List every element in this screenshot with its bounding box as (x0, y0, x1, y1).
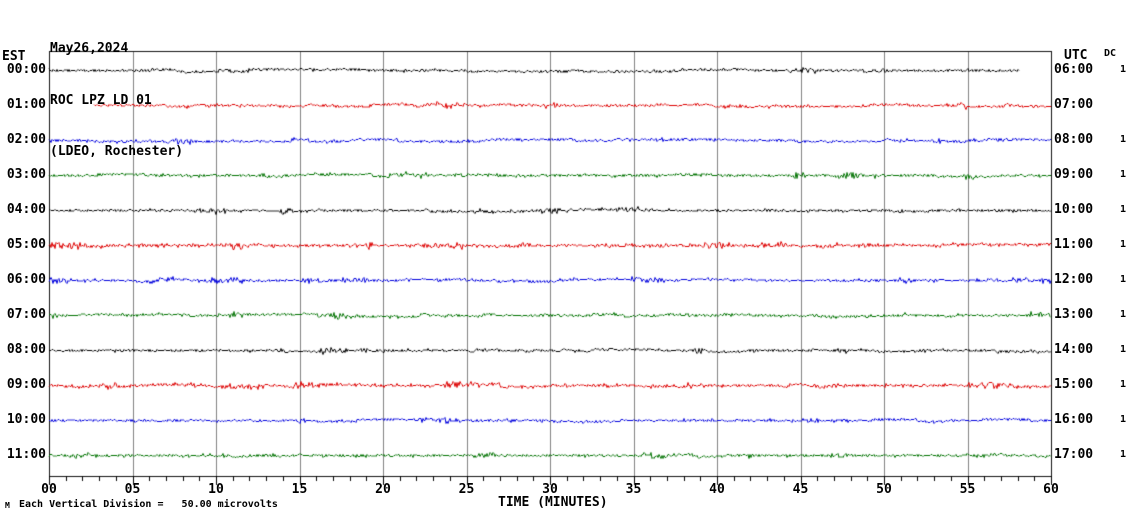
x-tick-label: 55 (959, 482, 976, 497)
x-tick-label: 15 (291, 482, 308, 497)
dc-value: 1 (1119, 64, 1126, 75)
x-tick-label: 05 (124, 482, 141, 497)
left-axis-header-est: EST (2, 49, 26, 64)
title-station: ROC LPZ LD 01 (50, 92, 152, 108)
utc-hour-label: 12:00 (1054, 272, 1094, 287)
x-tick-label: 40 (709, 482, 725, 497)
dc-value: 1 (1119, 239, 1126, 250)
title-block: May26,2024 ROC LPZ LD 01 (LDEO, Rocheste… (50, 4, 183, 197)
x-tick-label: 35 (625, 482, 642, 497)
est-hour-label: 11:00 (6, 447, 46, 462)
utc-hour-label: 10:00 (1054, 202, 1094, 217)
x-tick-label: 45 (792, 482, 809, 497)
est-hour-label: 03:00 (6, 167, 46, 182)
x-tick-label: 50 (876, 482, 892, 497)
dc-column-header: DC (1104, 48, 1117, 59)
utc-hour-label: 08:00 (1054, 132, 1094, 147)
dc-value: 1 (1119, 309, 1126, 320)
utc-hour-label: 14:00 (1054, 342, 1094, 357)
est-hour-label: 02:00 (6, 132, 46, 147)
dc-value: 1 (1119, 344, 1126, 355)
est-hour-label: 08:00 (6, 342, 46, 357)
utc-hour-label: 15:00 (1054, 377, 1094, 392)
title-date: May26,2024 (50, 41, 129, 56)
dc-value: 1 (1119, 204, 1126, 215)
utc-hour-label: 09:00 (1054, 167, 1094, 182)
utc-hour-label: 06:00 (1054, 62, 1094, 77)
x-tick-label: 10 (208, 482, 224, 497)
x-axis-title: TIME (MINUTES) (498, 495, 608, 510)
est-hour-label: 05:00 (6, 237, 46, 252)
utc-hour-label: 13:00 (1054, 307, 1094, 322)
right-axis-header-utc: UTC (1064, 48, 1088, 63)
utc-hour-label: 07:00 (1054, 97, 1094, 112)
x-tick-label: 60 (1043, 482, 1059, 497)
x-tick-label: 00 (41, 482, 57, 497)
dc-value: 1 (1119, 134, 1126, 145)
x-tick-label: 25 (458, 482, 475, 497)
title-location: (LDEO, Rochester) (50, 144, 184, 159)
dc-value: 1 (1119, 379, 1126, 390)
x-tick-label: 20 (375, 482, 391, 497)
est-hour-label: 06:00 (6, 272, 46, 287)
est-hour-label: 07:00 (6, 307, 46, 322)
dc-value: 1 (1119, 449, 1126, 460)
utc-hour-label: 17:00 (1054, 447, 1094, 462)
corner-mark: M (5, 501, 10, 510)
vertical-division-note: Each Vertical Division = 50.00 microvolt… (19, 499, 278, 510)
x-tick-label: 30 (542, 482, 558, 497)
dc-value: 1 (1119, 414, 1126, 425)
utc-hour-label: 11:00 (1054, 237, 1094, 252)
est-hour-label: 10:00 (6, 412, 46, 427)
dc-value: 1 (1119, 274, 1126, 285)
est-hour-label: 00:00 (6, 62, 46, 77)
est-hour-label: 09:00 (6, 377, 46, 392)
utc-hour-label: 16:00 (1054, 412, 1094, 427)
est-hour-label: 01:00 (6, 97, 46, 112)
dc-value: 1 (1119, 169, 1126, 180)
est-hour-label: 04:00 (6, 202, 46, 217)
